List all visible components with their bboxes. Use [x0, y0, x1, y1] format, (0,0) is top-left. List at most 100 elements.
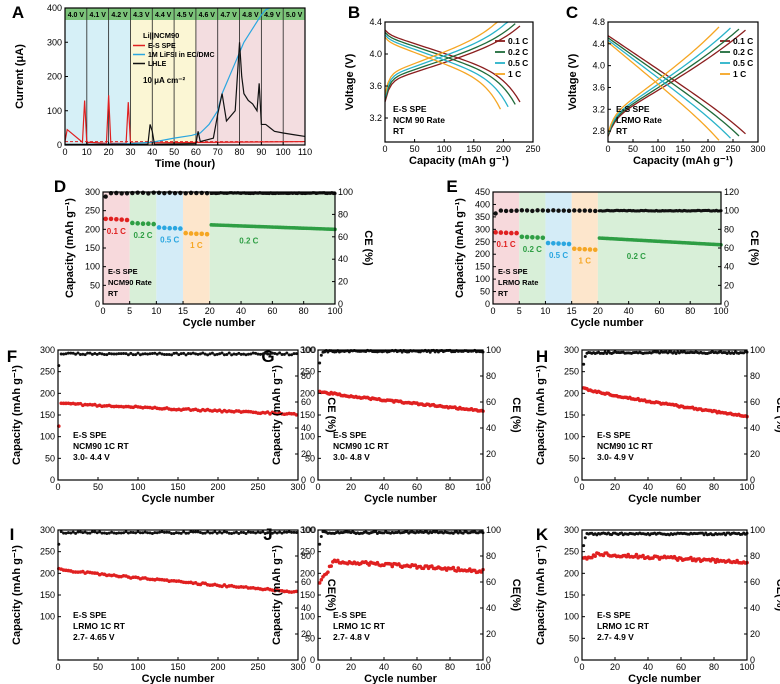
x-tick-label: 20: [593, 306, 603, 316]
plot-frame: [384, 21, 534, 143]
y-tick-label: 0: [57, 140, 62, 150]
ce-point: [66, 351, 70, 355]
ce-point: [146, 531, 150, 535]
ce-point: [191, 351, 195, 355]
capacity-point: [172, 225, 178, 231]
ce-point: [503, 208, 509, 214]
ce-point: [287, 353, 291, 357]
y2-axis-label: CE (%): [748, 230, 760, 266]
voltage-step-label: 4.8 V: [242, 12, 259, 19]
rate-label: 0.1 C: [497, 240, 516, 249]
panel-e: 0.1 C 0.2 C 0.5 C 1 C 0.2 C 0 5 10 15 20 40 60 80 100…: [454, 187, 760, 329]
x-tick-label: 150: [675, 144, 690, 154]
ce-point: [239, 530, 243, 534]
y2-axis-label: CE(%): [325, 579, 337, 612]
x-tick-label: 80: [685, 306, 695, 316]
ce-point: [86, 351, 90, 355]
ce-point: [535, 208, 540, 213]
ce-point: [227, 351, 231, 355]
ce-point: [263, 351, 267, 355]
y-axis-label: Capacity (mAh g⁻¹): [64, 198, 76, 298]
series-line-0: [64, 95, 306, 145]
discharge-curve-3: [607, 41, 720, 141]
ce-point: [162, 530, 166, 534]
y-axis-label: Capacity (mAh g⁻¹): [535, 365, 547, 465]
x-tick-label: 100: [739, 482, 754, 492]
ce-point: [280, 531, 284, 535]
ce-point: [114, 352, 118, 356]
y2-tick-label: 0: [750, 655, 755, 665]
panel-letter-d: D: [54, 177, 66, 196]
y2-tick-label: 100: [338, 187, 353, 197]
capacity-point: [556, 241, 561, 246]
ce-point: [203, 352, 207, 356]
y-tick-label: 300: [564, 525, 579, 535]
ce-point: [551, 208, 556, 213]
y-tick-label: 200: [40, 388, 55, 398]
capacity-point: [294, 589, 299, 594]
y-tick-label: 50: [45, 453, 55, 463]
ce-point: [126, 531, 130, 535]
ce-point: [126, 353, 130, 357]
ce-point: [206, 353, 210, 357]
capacity-point: [413, 563, 418, 568]
y2-tick-label: 80: [486, 551, 496, 561]
y-tick-label: 250: [564, 547, 579, 557]
y-tick-label: 200: [475, 249, 490, 259]
panel-i: 0 50 100 150 200 250 3001001502002503000204060…: [11, 525, 337, 684]
x-tick-label: 250: [250, 482, 265, 492]
ce-point: [81, 352, 85, 356]
rate-region: [129, 192, 157, 304]
x-tick-label: 70: [213, 147, 223, 157]
x-tick-label: 200: [210, 662, 225, 672]
ce-point: [59, 530, 63, 534]
y-tick-label: 3.6: [369, 81, 382, 91]
ce-point: [225, 530, 229, 534]
y2-axis-label: CE (%): [774, 397, 780, 433]
y-tick-label: 250: [40, 367, 55, 377]
y2-tick-label: 80: [724, 224, 734, 234]
ce-point: [572, 208, 577, 213]
ce-point: [177, 353, 181, 357]
x-tick-label: 100: [130, 662, 145, 672]
ce-point: [119, 531, 123, 535]
y-tick-label: 300: [85, 187, 100, 197]
ce-point: [198, 530, 202, 534]
ce-point: [146, 352, 150, 356]
ce-point: [524, 208, 530, 213]
voltage-strip: [65, 8, 305, 20]
ce-point: [220, 351, 224, 355]
ce-point: [182, 530, 186, 534]
ce-point: [167, 530, 171, 534]
y-tick-label: 100: [40, 432, 55, 442]
y-tick-label: 4.4: [369, 17, 382, 27]
x-tick-label: 20: [346, 482, 356, 492]
x-tick-label: 60: [676, 482, 686, 492]
x-tick-label: 50: [410, 144, 420, 154]
y2-tick-label: 20: [724, 280, 734, 290]
ce-point: [249, 352, 253, 356]
ce-point: [129, 530, 133, 534]
ce-point: [280, 353, 284, 357]
voltage-step-label: 4.7 V: [220, 12, 237, 19]
series-line-1: [64, 7, 271, 146]
ce-point: [86, 531, 90, 535]
ce-point: [83, 530, 87, 534]
ce-point: [81, 531, 85, 535]
ce-point: [258, 352, 262, 356]
ce-point: [268, 353, 272, 357]
panel-h: 0 20 40 60 80 1000501001502002503000204060801…: [535, 345, 780, 505]
ce-point: [107, 352, 111, 356]
ce-point: [95, 531, 99, 535]
ce-point: [71, 351, 75, 355]
ce-point: [150, 352, 154, 356]
ce-point: [292, 352, 296, 356]
x-tick-label: 100: [739, 662, 754, 672]
ce-point: [498, 208, 504, 213]
y-tick-label: 300: [564, 345, 579, 355]
annotation-text: E-S SPE: [73, 430, 107, 440]
capacity-point: [114, 216, 119, 222]
y-tick-label: 50: [90, 280, 100, 290]
x-tick-label: 0: [315, 482, 320, 492]
y2-tick-label: 20: [301, 449, 311, 459]
